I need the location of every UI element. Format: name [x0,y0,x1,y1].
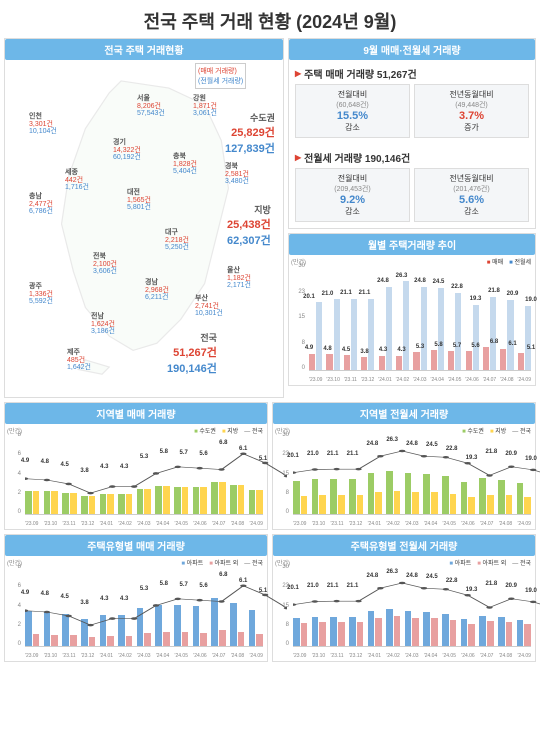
region-광주: 광주1,336건5,592건 [29,283,53,306]
summary-지방: 지방25,438건62,307건 [227,203,271,248]
region-경기: 경기14,322건60,192건 [113,139,141,162]
region-인천: 인천3,301건10,104건 [29,113,57,136]
stat-item: 전년동월대비(201,476건)5.6%감소 [414,168,529,222]
region-rent-panel: 지역별 전월세 거래량 (만건) 수도권 지방 전국 08152330'23.0… [272,402,536,530]
region-전남: 전남1,624건3,186건 [91,313,115,336]
trend-legend: 매매 전월세 [487,257,531,266]
region-충북: 충북1,828건5,404건 [173,153,197,176]
trend-panel: 월별 주택거래량 추이 (만건) 매매 전월세 08152330'23.09'2… [288,233,536,386]
region-제주: 제주485건1,642건 [67,349,91,372]
sale-stat-title: 주택 매매 거래량 51,267건 [295,66,529,81]
summary-전국: 전국51,267건190,146건 [167,331,217,376]
rent-stat-title: 전월세 거래량 190,146건 [295,150,529,165]
page-title: 전국 주택 거래 현황 (2024년 9월) [0,0,540,38]
region-충남: 충남2,477건6,786건 [29,193,53,216]
stats-header: 9월 매매·전월세 거래량 [289,39,535,60]
stat-item: 전년동월대비(49,448건)3.7%증가 [414,84,529,138]
type-sale-panel: 주택유형별 매매 거래량 (만건) 아파트 아파트 외 전국 02468'23.… [4,534,268,662]
stat-item: 전월대비(60,648건)15.5%감소 [295,84,410,138]
summary-수도권: 수도권25,829건127,839건 [225,111,275,156]
region-경북: 경북2,581건3,480건 [225,163,249,186]
region-대전: 대전1,565건5,801건 [127,189,151,212]
region-경남: 경남2,968건6,211건 [145,279,169,302]
region-세종: 세종442건1,716건 [65,169,89,192]
region-sale-panel: 지역별 매매 거래량 (만건) 수도권 지방 전국 02468'23.09'23… [4,402,268,530]
region-강원: 강원1,871건3,061건 [193,95,217,118]
type-rent-panel: 주택유형별 전월세 거래량 (만건) 아파트 아파트 외 전국 08152330… [272,534,536,662]
map-panel: 전국 주택 거래현황 (매매 거래량) (전월세 거래량) 서울8,206건57… [4,38,284,398]
stat-item: 전월대비(209,453건)9.2%감소 [295,168,410,222]
region-울산: 울산1,182건2,171건 [227,267,251,290]
region-부산: 부산2,741건10,301건 [195,295,223,318]
region-서울: 서울8,206건57,543건 [137,95,165,118]
region-대구: 대구2,218건5,250건 [165,229,189,252]
map-header: 전국 주택 거래현황 [5,39,283,60]
region-전북: 전북2,100건3,606건 [93,253,117,276]
stats-panel: 9월 매매·전월세 거래량 주택 매매 거래량 51,267건 전월대비(60,… [288,38,536,229]
trend-header: 월별 주택거래량 추이 [289,234,535,255]
map-legend: (매매 거래량) (전월세 거래량) [195,63,246,89]
